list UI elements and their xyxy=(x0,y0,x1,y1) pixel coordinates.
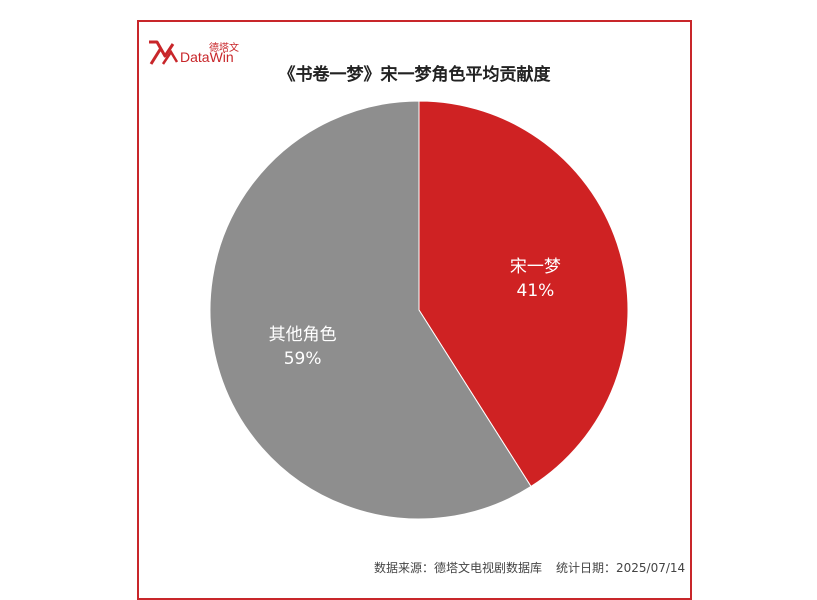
stat-date: 统计日期：2025/07/14 xyxy=(556,561,686,575)
pie-slice-1 xyxy=(418,100,629,488)
slice-name-label: 宋一梦 xyxy=(510,257,561,277)
logo-cn-text: 德塔文 xyxy=(209,43,239,54)
logo-en-text: DataWin xyxy=(180,49,234,65)
datawin-logo-mark-icon xyxy=(149,40,179,65)
pie-labels: 宋一梦 41% 其他角色 59% xyxy=(269,257,561,369)
chart-title: 《书卷一梦》宋一梦角色平均贡献度 xyxy=(278,65,551,85)
data-source: 数据来源：德塔文电视剧数据库 xyxy=(374,561,543,575)
pie-chart: 宋一梦 41% 其他角色 59% xyxy=(209,100,629,520)
chart-footer: 数据来源：德塔文电视剧数据库 统计日期：2025/07/14 xyxy=(374,559,699,576)
datawin-logo: 德塔文 DataWin xyxy=(147,38,247,68)
slice-name-label: 其他角色 xyxy=(269,325,337,345)
slice-value-label: 59% xyxy=(284,349,322,369)
pie-slice-2 xyxy=(209,100,532,520)
pie-slices xyxy=(209,100,629,520)
slice-value-label: 41% xyxy=(517,281,555,301)
